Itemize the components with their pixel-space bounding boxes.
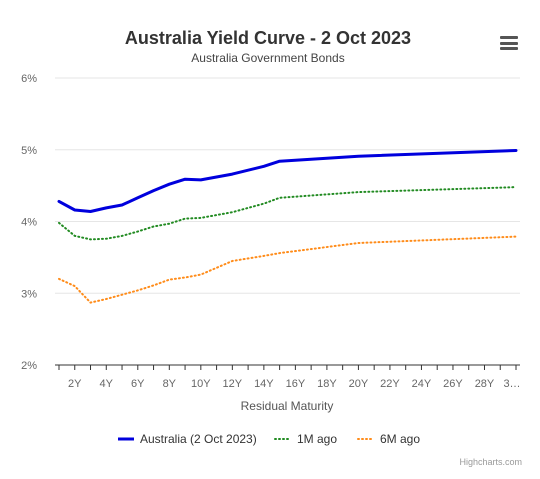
x-axis: 2Y 4Y 6Y 8Y 10Y 12Y 14Y 16Y 18Y 20Y 22Y 24Y 26Y 28Y 3… <box>55 364 521 390</box>
y-tick-label: 6% <box>21 73 37 85</box>
x-tick-label: 3… <box>503 378 520 390</box>
x-tick-label: 16Y <box>286 378 306 390</box>
series-line-2[interactable] <box>58 235 517 304</box>
grid <box>55 77 520 366</box>
x-axis-title: Residual Maturity <box>241 399 334 413</box>
x-tick-label: 24Y <box>412 378 432 390</box>
y-tick-label: 3% <box>21 288 37 300</box>
credits[interactable]: Highcharts.com <box>459 457 522 467</box>
legend-label: Australia (2 Oct 2023) <box>140 432 257 446</box>
legend-item[interactable]: Australia (2 Oct 2023) <box>118 432 257 446</box>
menu-line <box>500 41 518 45</box>
legend-label: 1M ago <box>297 432 337 446</box>
x-tick-label: 6Y <box>131 378 145 390</box>
chart-subtitle: Australia Government Bonds <box>191 51 344 65</box>
y-tick-label: 2% <box>21 360 37 372</box>
y-tick-label: 4% <box>21 217 37 229</box>
x-tick-label: 26Y <box>443 378 463 390</box>
series-line-0[interactable] <box>57 149 518 213</box>
series-group <box>57 149 518 304</box>
x-tick-label: 28Y <box>475 378 495 390</box>
x-tick-label: 18Y <box>317 378 337 390</box>
x-tick-label: 22Y <box>380 378 400 390</box>
series-line-1[interactable] <box>58 186 517 241</box>
x-tick-label: 8Y <box>163 378 177 390</box>
x-tick-label: 14Y <box>254 378 274 390</box>
menu-line <box>500 47 518 50</box>
legend-label: 6M ago <box>380 432 420 446</box>
x-tick-label: 12Y <box>223 378 243 390</box>
legend: Australia (2 Oct 2023) 1M ago 6M ago <box>118 432 420 446</box>
menu-line <box>500 36 518 39</box>
legend-item[interactable]: 6M ago <box>357 432 420 446</box>
x-tick-label: 2Y <box>68 378 82 390</box>
x-tick-label: 10Y <box>191 378 211 390</box>
x-tick-label: 4Y <box>100 378 114 390</box>
menu-icon[interactable] <box>500 36 518 50</box>
y-axis: 2% 3% 4% 5% 6% <box>21 73 37 372</box>
chart-title: Australia Yield Curve - 2 Oct 2023 <box>125 28 411 48</box>
x-tick-label: 20Y <box>349 378 369 390</box>
legend-item[interactable]: 1M ago <box>274 432 337 446</box>
y-tick-label: 5% <box>21 145 37 157</box>
